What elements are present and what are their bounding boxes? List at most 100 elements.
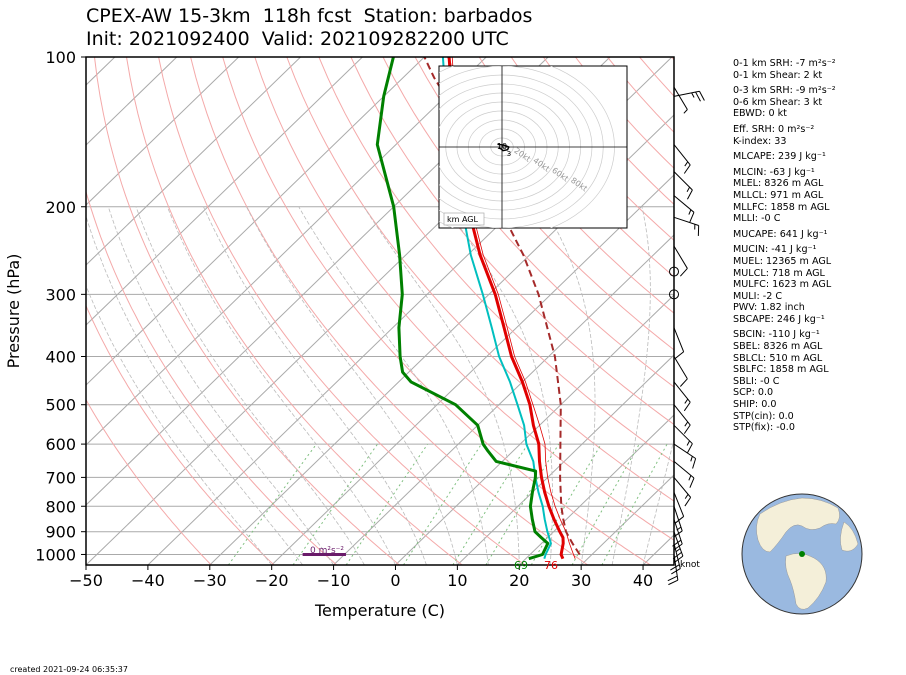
isotherm-line [209, 114, 674, 565]
x-tick-label: −40 [131, 571, 165, 590]
wind-barb [673, 443, 697, 469]
moist-adiabat-line [642, 437, 674, 565]
barb-half-flag [690, 456, 693, 462]
dry-adiabat-line [94, 57, 400, 565]
y-tick-label: 100 [45, 48, 76, 67]
index-line: SCP: 0.0 [733, 387, 774, 399]
isotherm-line [86, 57, 363, 326]
mixing-ratio-line [485, 443, 560, 565]
wind-barb [673, 492, 685, 524]
moist-adiabat-line [166, 206, 396, 565]
barb-shaft [673, 404, 691, 426]
dry-adiabat-line [126, 57, 463, 565]
hodograph-height-label: 10 [497, 142, 507, 151]
barb-full-flag [692, 458, 697, 469]
barb-shaft [673, 195, 695, 213]
wind-barb [673, 195, 695, 223]
moist-adiabat-line [363, 206, 520, 565]
moist-adiabat-line [86, 214, 303, 565]
barb-half-flag [683, 109, 688, 114]
wind-barb [673, 461, 695, 488]
wind-barb [673, 327, 685, 359]
srh-bar-label: 0 m²s⁻² [310, 546, 344, 556]
barb-full-flag [683, 164, 691, 174]
barb-half-flag [688, 209, 692, 215]
hodograph-height-label: 3 [507, 150, 511, 158]
index-line: Eff. SRH: 0 m²s⁻² [733, 123, 815, 135]
barb-full-flag [673, 530, 683, 538]
barb-shaft [673, 477, 692, 498]
barb-shaft [673, 144, 691, 166]
x-tick-label: −30 [193, 571, 227, 590]
africa-landmass [840, 521, 859, 552]
barb-shaft [673, 90, 700, 97]
y-tick-label: 500 [45, 396, 76, 415]
barb-full-flag [672, 551, 682, 560]
y-tick-label: 600 [45, 435, 76, 454]
barb-full-flag [670, 564, 680, 571]
index-line: EBWD: 0 kt [733, 108, 787, 120]
index-line: 0-6 km Shear: 3 kt [733, 96, 823, 108]
barb-half-flag [675, 548, 681, 553]
wind-barb [673, 245, 688, 277]
wind-barb [669, 266, 679, 277]
barb-full-flag [686, 443, 693, 454]
barb-shaft [673, 171, 693, 191]
barb-full-flag [683, 401, 691, 412]
barb-full-flag [674, 555, 684, 563]
created-timestamp: created 2021-09-24 06:35:37 [10, 665, 128, 674]
barb-half-flag [686, 186, 690, 193]
dry-adiabat-line [382, 57, 674, 388]
index-line: SBCIN: -110 J kg⁻¹ [733, 329, 820, 341]
moist-adiabat-line [246, 206, 458, 565]
x-tick-label: 10 [447, 571, 467, 590]
index-line: SBLCL: 510 m AGL [733, 352, 823, 364]
barb-full-flag [689, 477, 695, 488]
y-tick-label: 800 [45, 497, 76, 516]
wind-barb [673, 381, 691, 412]
dry-adiabat-line [222, 57, 651, 565]
wind-barb [673, 477, 692, 507]
isotherm-line [271, 174, 674, 565]
barb-shaft [673, 461, 695, 479]
wind-barb [667, 554, 679, 586]
index-line: SBLI: -0 C [733, 375, 780, 387]
y-tick-label: 1000 [35, 545, 76, 564]
x-tick-label: 0 [390, 571, 400, 590]
mixing-ratio-line [601, 443, 668, 565]
x-tick-label: 20 [509, 571, 529, 590]
x-tick-label: −50 [69, 571, 103, 590]
barb-shaft [673, 216, 699, 226]
barb-half-flag [688, 475, 692, 481]
calm-wind-circle [669, 289, 679, 300]
index-line: MLLFC: 1858 m AGL [733, 201, 830, 213]
mixing-ratio-line [403, 443, 482, 565]
wind-barb [673, 216, 700, 236]
barb-half-flag [684, 398, 689, 404]
dry-adiabat-line [158, 57, 526, 565]
index-line: 0-3 km SRH: -9 m²s⁻² [733, 85, 836, 97]
barb-full-flag [675, 351, 684, 359]
mixing-ratio-line [452, 443, 529, 565]
wind-barb [673, 356, 688, 387]
barb-full-flag [684, 497, 692, 507]
x-tick-label: −20 [255, 571, 289, 590]
index-line: MLCIN: -63 J kg⁻¹ [733, 166, 815, 178]
dry-adiabat-line [414, 57, 674, 351]
barb-shaft [673, 327, 685, 352]
barb-full-flag [672, 539, 682, 547]
index-line: SHIP: 0.0 [733, 399, 777, 411]
barb-half-flag [686, 440, 690, 446]
index-line: MLEL: 8326 m AGL [733, 178, 824, 190]
wind-barb [673, 404, 691, 434]
barb-shaft [673, 492, 685, 517]
wind-barb [672, 519, 683, 551]
barb-full-flag [679, 378, 688, 387]
dewpoint-profile-line [375, 57, 550, 561]
moist-adiabat-line [543, 206, 596, 565]
barb-half-flag [684, 161, 689, 167]
isotherm-line [395, 294, 674, 565]
dry-adiabat-line [86, 398, 212, 565]
hodograph-trace [497, 143, 510, 152]
index-line: 0-1 km Shear: 2 kt [733, 69, 823, 81]
